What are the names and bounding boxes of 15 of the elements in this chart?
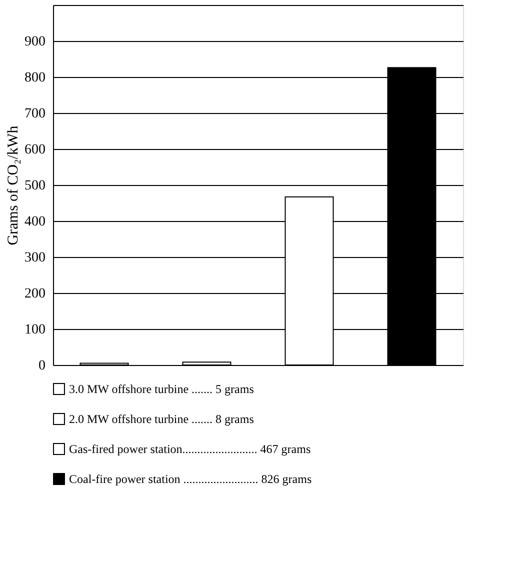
y-tick-label: 900 [24,34,46,50]
y-tick-label: 800 [24,70,46,86]
y-tick-label: 500 [24,178,46,194]
y-tick-label: 100 [24,322,46,338]
y-tick-label: 200 [24,286,46,302]
y-tick-label: 400 [24,214,46,230]
y-tick-label: 700 [24,106,46,122]
legend-label: Gas-fired power station......................... 467 grams [69,442,311,456]
y-tick-label: 300 [24,250,46,266]
y-tick-label: 600 [24,142,46,158]
legend-label: 2.0 MW offshore turbine ....... 8 grams [69,412,254,426]
y-tick-label: 0 [38,358,46,374]
legend-label: 3.0 MW offshore turbine ....... 5 grams [69,382,254,396]
legend-label: Coal-fire power station ......................... 826 grams [69,472,312,486]
y-axis-title: Grams of CO₂/kWh [6,125,22,246]
